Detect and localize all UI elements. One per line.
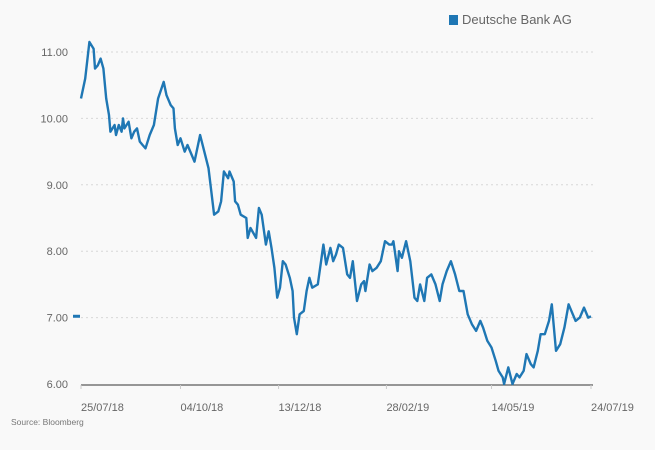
source-note: Source: Bloomberg (11, 417, 84, 427)
last-value-marker (73, 314, 80, 318)
series-line-deutsche-bank (79, 40, 592, 386)
y-tick-label: 11.00 (41, 47, 68, 59)
legend: Deutsche Bank AG (449, 12, 572, 27)
x-tick-label: 14/05/19 (492, 402, 535, 414)
y-tick-label: 8.00 (47, 246, 68, 258)
legend-swatch (449, 14, 458, 25)
y-tick-label: 6.00 (47, 379, 68, 391)
x-tick-label: 25/07/18 (81, 402, 124, 414)
x-tick-label: 04/10/18 (180, 402, 223, 414)
y-tick-label: 9.00 (47, 180, 68, 192)
legend-label: Deutsche Bank AG (462, 12, 572, 27)
x-tick-label: 28/02/19 (386, 402, 429, 414)
y-tick-label: 10.00 (40, 113, 68, 125)
x-tick-label: 13/12/18 (279, 402, 322, 414)
y-tick-label: 7.00 (47, 313, 68, 325)
x-tick-label: 24/07/19 (591, 402, 634, 414)
